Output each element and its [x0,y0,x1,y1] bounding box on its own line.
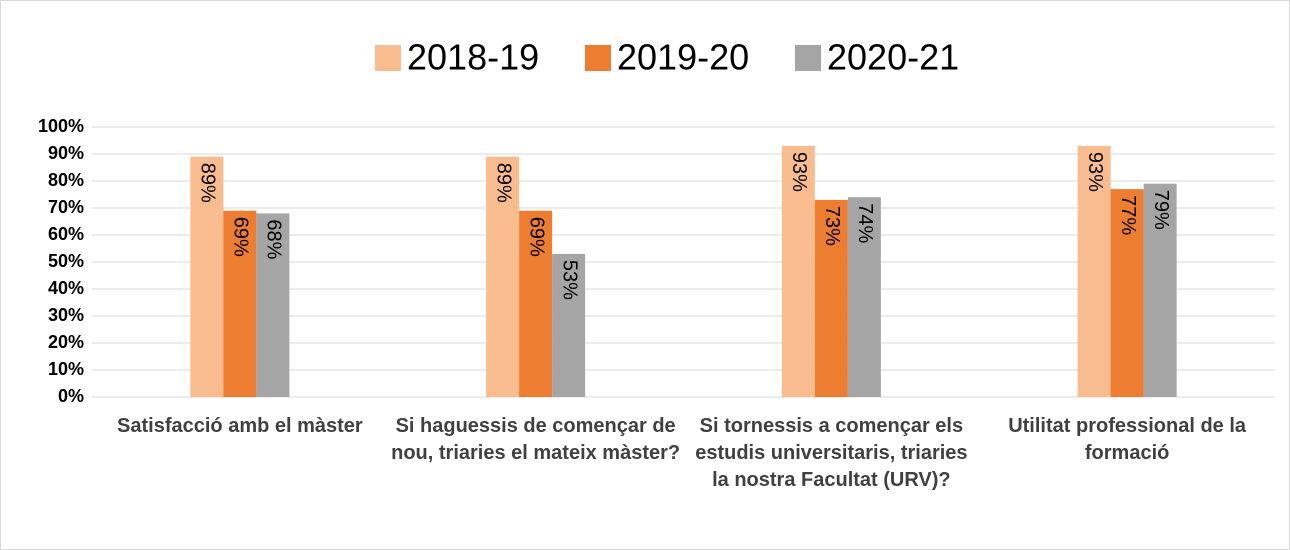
data-label: 77% [1117,195,1139,235]
data-label: 89% [492,163,514,203]
bar [847,197,881,397]
y-tick-label: 20% [48,332,84,352]
bar [486,156,520,397]
y-tick-label: 70% [48,197,84,217]
data-label: 93% [788,152,810,192]
legend-swatch [795,45,821,71]
bar [781,145,815,397]
bar [223,210,257,397]
x-tick-label: Utilitat professional de la formació [1008,415,1247,464]
legend-label: 2019-20 [617,37,749,78]
bar [1077,145,1111,397]
data-label: 74% [854,203,876,243]
data-label: 89% [197,163,219,203]
legend-swatch [375,45,401,71]
data-label: 69% [230,217,252,257]
data-label: 93% [1084,152,1106,192]
bar [552,253,586,397]
y-tick-label: 50% [48,251,84,271]
y-tick-label: 60% [48,224,84,244]
y-tick-label: 10% [48,359,84,379]
y-tick-label: 100% [38,116,84,136]
data-label: 68% [263,219,285,259]
x-tick-label: Si haguessis de començar de nou, triarie… [391,415,681,464]
y-tick-label: 0% [58,386,84,406]
bar [190,156,224,397]
bar [1143,183,1177,397]
legend-label: 2018-19 [407,37,539,78]
bar [814,199,848,397]
y-tick-label: 30% [48,305,84,325]
data-label: 73% [821,206,843,246]
bar [256,213,290,397]
bar [519,210,553,397]
y-tick-label: 80% [48,170,84,190]
y-tick-label: 40% [48,278,84,298]
data-label: 53% [558,260,580,300]
x-tick-label: Si tornessis a començar els estudis univ… [695,415,968,491]
data-label: 79% [1150,190,1172,230]
bar [1110,189,1144,397]
x-tick-label: Satisfacció amb el màster [117,415,363,437]
legend-label: 2020-21 [827,37,959,78]
legend-swatch [585,45,611,71]
y-tick-label: 90% [48,143,84,163]
data-label: 69% [525,217,547,257]
